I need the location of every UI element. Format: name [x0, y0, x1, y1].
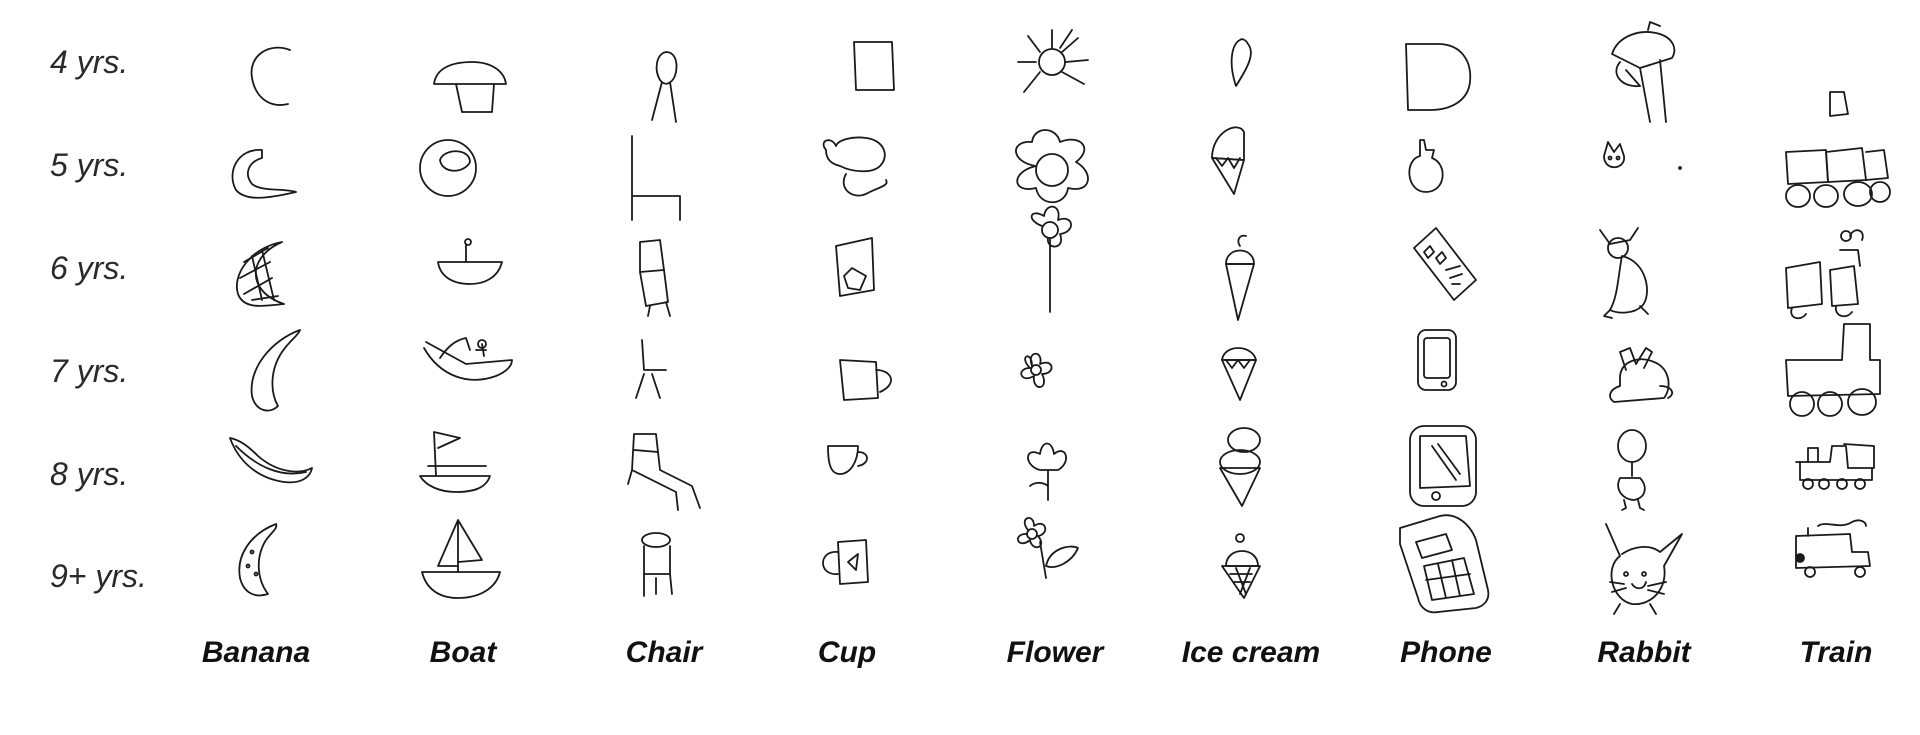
drawing-cup-9 — [822, 539, 869, 585]
drawing-boat-4 — [433, 61, 507, 113]
drawing-cup-8 — [827, 445, 868, 475]
drawing-icecream-5 — [1211, 126, 1245, 195]
age-label-4: 4 yrs. — [50, 44, 129, 80]
drawing-rabbit-6 — [1599, 227, 1649, 319]
drawing-banana-6 — [236, 241, 285, 307]
drawing-train-7 — [1785, 323, 1881, 417]
drawing-train-4 — [1829, 91, 1849, 117]
drawing-phone-9 — [1399, 514, 1490, 614]
drawing-banana-9 — [238, 523, 278, 597]
drawing-banana-8 — [229, 437, 313, 484]
drawing-icecream-8 — [1219, 427, 1261, 507]
drawing-rabbit-4 — [1611, 21, 1676, 123]
drawing-rabbit-5 — [1603, 141, 1682, 170]
drawing-rabbit-9 — [1605, 523, 1683, 615]
drawing-chair-6 — [639, 239, 671, 317]
drawing-flower-9 — [1017, 517, 1079, 579]
drawing-flower-8 — [1027, 442, 1067, 501]
drawing-phone-6 — [1413, 227, 1477, 301]
age-label-7: 7 yrs. — [50, 353, 129, 389]
drawing-phone-8 — [1409, 425, 1477, 507]
drawing-boat-6 — [437, 238, 503, 285]
drawing-chair-5 — [631, 135, 681, 221]
category-label-flower: Flower — [1006, 636, 1104, 669]
category-label-train: Train — [1799, 636, 1873, 669]
drawing-icecream-9 — [1221, 533, 1261, 599]
category-label-ice-cream: Ice cream — [1181, 636, 1321, 669]
drawing-flower-5 — [1015, 129, 1089, 204]
drawing-cup-7 — [839, 359, 892, 401]
drawing-rabbit-8 — [1617, 429, 1647, 511]
age-label-9plus: 9+ yrs. — [50, 558, 147, 594]
drawing-icecream-4 — [1230, 38, 1252, 87]
drawing-icecream-7 — [1221, 347, 1257, 401]
drawing-cup-4 — [853, 41, 895, 91]
drawing-flower-4 — [1017, 29, 1089, 93]
category-label-cup: Cup — [817, 636, 877, 669]
drawing-cup-5 — [822, 136, 888, 197]
drawing-banana-5 — [231, 149, 297, 199]
age-label-5: 5 yrs. — [50, 147, 129, 183]
drawing-boat-9 — [421, 519, 501, 599]
drawing-chair-7 — [635, 339, 667, 399]
category-label-phone: Phone — [1400, 636, 1492, 669]
category-label-chair: Chair — [625, 636, 703, 669]
drawing-chair-8 — [627, 433, 701, 511]
drawing-rabbit-7 — [1609, 347, 1674, 403]
drawing-boat-5 — [419, 139, 477, 197]
drawing-icecream-6 — [1225, 234, 1255, 321]
drawing-phone-4 — [1405, 43, 1472, 111]
drawing-banana-7 — [250, 329, 301, 412]
drawing-train-5 — [1785, 147, 1891, 208]
drawing-train-6 — [1785, 229, 1864, 320]
drawing-phone-5 — [1408, 139, 1444, 193]
age-label-8: 8 yrs. — [50, 456, 129, 492]
drawing-banana-4 — [250, 46, 291, 106]
category-label-boat: Boat — [429, 636, 497, 669]
drawing-chair-4 — [651, 51, 678, 123]
drawing-boat-8 — [419, 431, 491, 493]
drawing-cup-6 — [835, 237, 875, 297]
drawing-train-9 — [1795, 519, 1871, 578]
drawing-chair-9 — [641, 532, 673, 597]
category-label-banana: Banana — [201, 636, 311, 669]
drawing-flower-7 — [1020, 352, 1053, 388]
drawing-phone-7 — [1417, 329, 1457, 391]
category-label-rabbit: Rabbit — [1597, 636, 1691, 669]
drawing-train-8 — [1795, 443, 1875, 490]
drawing-boat-7 — [423, 337, 513, 381]
drawing-flower-6 — [1030, 205, 1072, 313]
age-label-6: 6 yrs. — [50, 250, 129, 286]
